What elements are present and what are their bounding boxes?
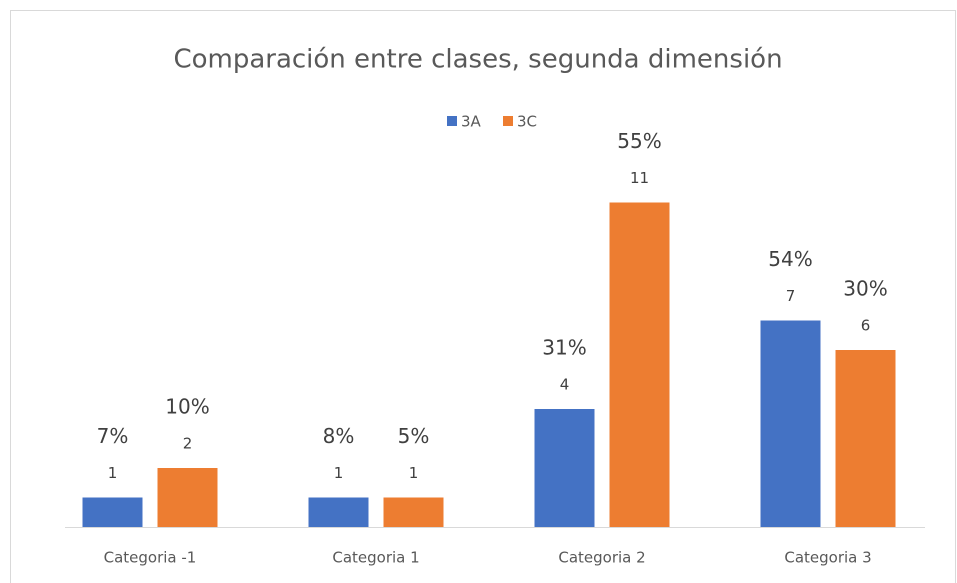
percent-label: 5% [398, 424, 430, 448]
x-tick-label: Categoria 2 [558, 549, 645, 567]
data-label: 6 [861, 317, 871, 335]
legend-label: 3A [461, 113, 482, 131]
percent-label: 54% [768, 247, 812, 271]
bar [835, 350, 896, 527]
data-label: 2 [183, 435, 193, 453]
legend-swatch [503, 116, 513, 126]
x-tick-label: Categoria 3 [784, 549, 871, 567]
percent-label: 8% [323, 424, 355, 448]
chart-title: Comparación entre clases, segunda dimens… [173, 45, 782, 75]
data-label: 7 [786, 287, 796, 305]
percent-label: 10% [165, 395, 209, 419]
x-tick-label: Categoria -1 [104, 549, 197, 567]
bar [82, 497, 143, 527]
percent-label: 30% [843, 277, 887, 301]
x-tick-label: Categoria 1 [332, 549, 419, 567]
bar [534, 409, 595, 527]
data-label: 1 [409, 464, 419, 482]
data-label: 1 [334, 464, 344, 482]
percent-label: 55% [617, 129, 661, 153]
data-label: 1 [108, 464, 118, 482]
bar [157, 468, 218, 527]
bar [609, 202, 670, 527]
data-label: 11 [630, 169, 649, 187]
percent-label: 31% [542, 336, 586, 360]
legend-swatch [447, 116, 457, 126]
bar [308, 497, 369, 527]
bar [760, 320, 821, 527]
data-label: 4 [560, 376, 570, 394]
legend-label: 3C [517, 113, 537, 131]
percent-label: 7% [97, 424, 129, 448]
bar [383, 497, 444, 527]
